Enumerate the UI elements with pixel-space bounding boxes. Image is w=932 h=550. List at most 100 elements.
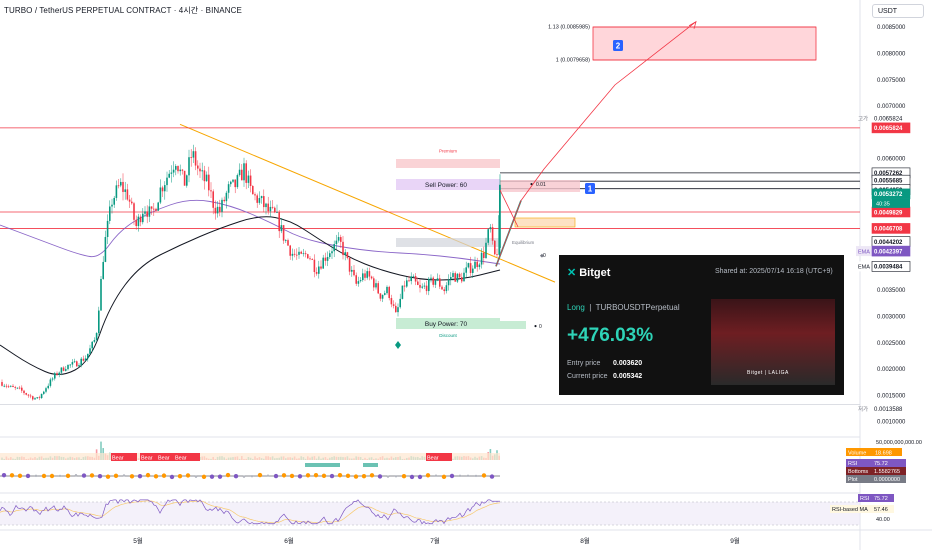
candle bbox=[406, 280, 408, 287]
badge-label: 0.0049829 bbox=[874, 210, 903, 216]
candle bbox=[403, 285, 406, 287]
indicator-dot bbox=[449, 473, 455, 479]
candle bbox=[159, 187, 162, 203]
target-zone bbox=[592, 26, 817, 61]
candle bbox=[82, 358, 85, 361]
level-badge: 0.0065824 bbox=[871, 122, 911, 134]
candle bbox=[78, 365, 80, 367]
level-badge: 0.0046708 bbox=[871, 223, 911, 234]
candle bbox=[414, 276, 417, 282]
brand-name: Bitget bbox=[579, 267, 611, 279]
candle bbox=[3, 385, 5, 387]
badge-label: 0.0039484 bbox=[874, 265, 903, 271]
candle bbox=[214, 207, 217, 214]
badge-bg bbox=[871, 261, 911, 272]
candle bbox=[23, 390, 25, 394]
candle bbox=[485, 242, 487, 258]
candle bbox=[298, 251, 300, 255]
candle bbox=[71, 362, 74, 365]
bear-badge bbox=[140, 453, 166, 461]
candle bbox=[430, 277, 432, 279]
candle bbox=[84, 358, 87, 361]
projection-arrow-icon bbox=[688, 20, 697, 29]
indicator-dot bbox=[242, 475, 246, 478]
equilibrium-value: 0 bbox=[543, 253, 546, 259]
candle bbox=[93, 340, 96, 342]
candle bbox=[434, 280, 437, 285]
candle bbox=[377, 283, 379, 294]
entry-label: Entry price bbox=[567, 360, 601, 367]
candle bbox=[14, 387, 16, 388]
bitget-share-card: ✕ Bitget Shared at: 2025/07/14 16:18 (UTC… bbox=[559, 255, 844, 395]
indicator-dot bbox=[273, 473, 279, 479]
indicator-dot bbox=[129, 474, 135, 479]
candle bbox=[276, 212, 278, 213]
indicator-badge-name: Plot bbox=[848, 477, 858, 483]
candle bbox=[241, 169, 243, 181]
candle bbox=[300, 251, 302, 254]
candle bbox=[256, 195, 258, 203]
volume-axis-label: 50,000,000,000.00 bbox=[876, 440, 922, 446]
candle bbox=[397, 307, 399, 313]
bear-label-4: Bear bbox=[175, 456, 187, 462]
indicator-dot bbox=[489, 474, 495, 479]
candle bbox=[399, 298, 401, 308]
candle bbox=[318, 266, 320, 274]
candle bbox=[359, 280, 362, 282]
candle bbox=[120, 181, 122, 186]
badge-prefix: EMA bbox=[858, 265, 870, 271]
candle bbox=[351, 269, 353, 272]
candle bbox=[410, 276, 412, 282]
premium-label: Premium bbox=[439, 149, 457, 154]
indicator-badge-value: 1.5582765 bbox=[874, 469, 900, 475]
level-badge: 0.0055685 bbox=[871, 174, 911, 186]
indicator-dot bbox=[441, 474, 447, 480]
candle bbox=[499, 184, 501, 248]
candle bbox=[480, 252, 483, 265]
candle bbox=[181, 169, 184, 171]
currency-button[interactable]: USDT bbox=[872, 4, 924, 18]
candle bbox=[445, 285, 448, 292]
candle bbox=[230, 181, 232, 185]
candle bbox=[265, 203, 267, 208]
candle bbox=[245, 163, 247, 183]
badge-label: 0.0055685 bbox=[874, 178, 903, 184]
indicator-dot bbox=[97, 474, 103, 479]
candle bbox=[128, 199, 131, 202]
entry-zone bbox=[514, 217, 576, 228]
candle bbox=[223, 199, 225, 202]
indicator-dot bbox=[89, 473, 95, 478]
pnl-percent: +476.03% bbox=[567, 325, 654, 346]
indicator-zone bbox=[305, 463, 340, 467]
candle bbox=[150, 206, 153, 209]
x-tick-label: 9월 bbox=[730, 536, 740, 545]
marker-badge bbox=[585, 183, 595, 194]
badge-label: 0.0065824 bbox=[874, 126, 903, 132]
candle bbox=[461, 277, 463, 282]
candle bbox=[80, 358, 82, 366]
candle bbox=[126, 189, 129, 200]
candle bbox=[225, 192, 228, 202]
badge-label: 0.0053272 bbox=[874, 192, 903, 198]
candle bbox=[236, 175, 239, 188]
indicator-dots bbox=[1, 472, 495, 480]
candle bbox=[40, 393, 43, 399]
indicator-dot bbox=[25, 473, 31, 479]
candle bbox=[417, 281, 419, 285]
indicator-dot bbox=[34, 474, 38, 478]
indicator-dot bbox=[217, 474, 223, 479]
candle bbox=[62, 367, 65, 371]
countdown-label: 40:35 bbox=[876, 201, 890, 207]
candle bbox=[227, 184, 230, 193]
candle bbox=[27, 394, 30, 396]
x-tick-label: 8월 bbox=[580, 536, 590, 545]
sell-power-dot: ● bbox=[530, 182, 533, 188]
candle bbox=[148, 206, 151, 217]
candle bbox=[146, 211, 148, 217]
candle bbox=[390, 298, 393, 305]
candle bbox=[450, 277, 452, 280]
candle bbox=[329, 253, 331, 258]
ema-badge: EMA 0.0042397 bbox=[856, 245, 911, 257]
candle bbox=[203, 170, 206, 182]
